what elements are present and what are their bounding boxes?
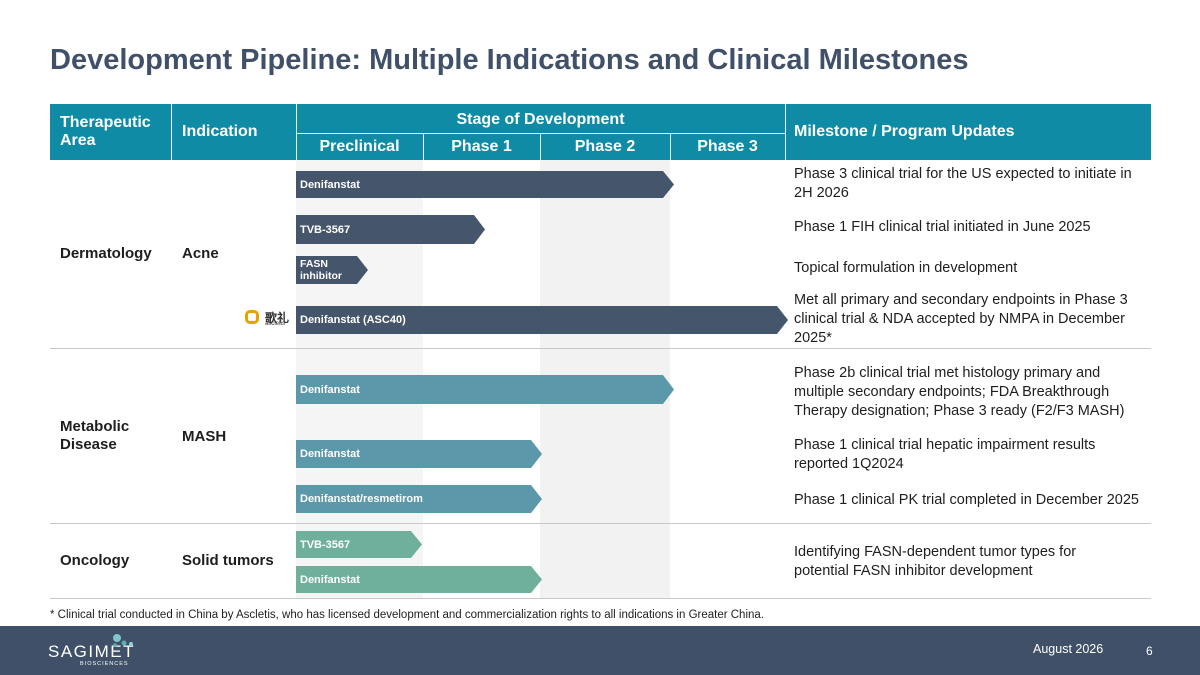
indication-mash: MASH: [182, 428, 227, 445]
milestone-tvb3567-acne: Phase 1 FIH clinical trial initiated in …: [794, 219, 1091, 235]
header-divider: [540, 133, 541, 160]
header-stage: Stage of Development: [456, 111, 625, 128]
page-number: 6: [1146, 644, 1153, 658]
header-divider: [785, 104, 786, 160]
bar-tvb3567-oncology: TVB-3567: [296, 531, 422, 558]
milestone-denifanstat-resmetirom: Phase 1 clinical PK trial completed in D…: [794, 492, 1139, 508]
milestone-fasn-inhibitor: Topical formulation in development: [794, 260, 1018, 276]
header-divider: [423, 133, 424, 160]
header-therapeutic-area: Therapeutic Area: [60, 114, 151, 149]
bar-denifanstat-resmetirom: Denifanstat/resmetirom: [296, 485, 542, 513]
header-hline: [296, 133, 785, 134]
bar-fasn-inhibitor: FASN inhibitor: [296, 256, 368, 284]
ascletis-logo-cn: 歌礼: [265, 311, 290, 325]
milestone-denifanstat-asc40: Met all primary and secondary endpoints …: [794, 292, 1128, 346]
header-phase2: Phase 2: [574, 138, 636, 155]
milestone-denifanstat-mash: Phase 2b clinical trial met histology pr…: [794, 365, 1125, 419]
bar-denifanstat-oncology: Denifanstat: [296, 566, 542, 593]
row-separator: [50, 348, 1151, 349]
table-header: Therapeutic Area Indication Stage of Dev…: [50, 104, 1151, 160]
page-title: Development Pipeline: Multiple Indicatio…: [50, 44, 969, 76]
header-milestone: Milestone / Program Updates: [794, 123, 1015, 140]
bar-denifanstat-asc40: Denifanstat (ASC40): [296, 306, 788, 334]
brand-logo-subtext: BIOSCIENCES: [80, 661, 129, 667]
footer-bar: SAGIMET BIOSCIENCES August 2026 6: [0, 626, 1200, 675]
brand-logo-text: SAGIMET: [48, 642, 136, 661]
brand-dots-icon: [113, 634, 133, 647]
area-dermatology: Dermatology: [60, 245, 152, 262]
bar-tvb3567-acne: TVB-3567: [296, 215, 485, 244]
row-separator: [50, 598, 1151, 599]
indication-acne: Acne: [182, 245, 219, 262]
header-divider: [296, 104, 297, 160]
row-separator: [50, 523, 1151, 524]
bar-denifanstat-acne: Denifanstat: [296, 171, 674, 198]
header-divider: [171, 104, 172, 160]
milestone-denifanstat-hepatic: Phase 1 clinical trial hepatic impairmen…: [794, 437, 1096, 472]
milestone-denifanstat-acne: Phase 3 clinical trial for the US expect…: [794, 166, 1132, 201]
footer-date: August 2026: [1033, 642, 1104, 656]
bar-denifanstat-hepatic: Denifanstat: [296, 440, 542, 468]
ascletis-logo: 歌礼 ascletis: [245, 309, 293, 329]
header-preclinical: Preclinical: [319, 138, 400, 155]
footnote: * Clinical trial conducted in China by A…: [50, 609, 764, 621]
header-phase3: Phase 3: [697, 138, 758, 155]
header-divider: [670, 133, 671, 160]
header-phase1: Phase 1: [451, 138, 512, 155]
header-indication: Indication: [182, 123, 258, 140]
ascletis-logo-icon: [245, 310, 259, 324]
area-metabolic: Metabolic Disease: [60, 418, 130, 453]
indication-solid-tumors: Solid tumors: [182, 552, 274, 569]
milestone-oncology: Identifying FASN-dependent tumor types f…: [794, 544, 1077, 579]
area-oncology: Oncology: [60, 552, 130, 569]
bar-denifanstat-mash: Denifanstat: [296, 375, 674, 404]
ascletis-logo-en: ascletis: [265, 321, 286, 327]
